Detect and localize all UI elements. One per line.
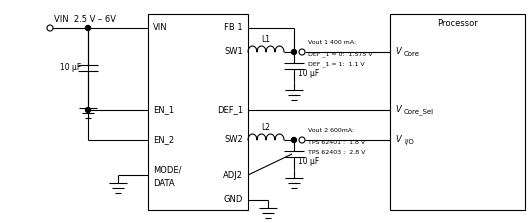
Text: Vout 1 400 mA:: Vout 1 400 mA:	[308, 39, 356, 45]
Circle shape	[85, 25, 91, 31]
Text: V: V	[395, 47, 401, 56]
Text: SW1: SW1	[224, 47, 243, 56]
Text: EN_2: EN_2	[153, 136, 174, 145]
Text: V: V	[395, 105, 401, 114]
Text: 10 μF: 10 μF	[298, 70, 319, 78]
Text: DATA: DATA	[153, 178, 174, 188]
Text: 10 μF: 10 μF	[298, 157, 319, 167]
Text: MODE/: MODE/	[153, 165, 181, 175]
Text: ADJ2: ADJ2	[223, 171, 243, 180]
Circle shape	[292, 138, 296, 142]
Text: GND: GND	[224, 196, 243, 204]
Text: Processor: Processor	[437, 19, 478, 29]
Text: FB 1: FB 1	[224, 23, 243, 33]
Text: EN_1: EN_1	[153, 105, 174, 114]
Text: 10 μF: 10 μF	[60, 64, 81, 72]
Circle shape	[85, 107, 91, 112]
Text: V: V	[395, 136, 401, 145]
Text: DEF_1: DEF_1	[217, 105, 243, 114]
Text: L2: L2	[261, 124, 270, 132]
Text: VIN  2.5 V – 6V: VIN 2.5 V – 6V	[54, 16, 116, 25]
Text: SW2: SW2	[224, 136, 243, 145]
Bar	[148, 14, 248, 210]
Text: TPS 62401 :  1.8 V: TPS 62401 : 1.8 V	[308, 140, 365, 145]
Text: Core_Sel: Core_Sel	[404, 109, 434, 115]
Circle shape	[292, 50, 296, 54]
Text: TPS 62403 :  2.8 V: TPS 62403 : 2.8 V	[308, 149, 365, 155]
Bar	[390, 14, 525, 210]
Circle shape	[47, 25, 53, 31]
Text: L1: L1	[261, 35, 270, 45]
Text: VIN: VIN	[153, 23, 167, 33]
Text: I/O: I/O	[404, 139, 414, 145]
Circle shape	[299, 137, 305, 143]
Text: Core: Core	[404, 51, 420, 57]
Text: DEF _1 = 0:  1.575 V: DEF _1 = 0: 1.575 V	[308, 51, 373, 57]
Text: DEF _1 = 1:  1.1 V: DEF _1 = 1: 1.1 V	[308, 61, 365, 67]
Circle shape	[299, 49, 305, 55]
Text: Vout 2 600mA:: Vout 2 600mA:	[308, 128, 354, 132]
